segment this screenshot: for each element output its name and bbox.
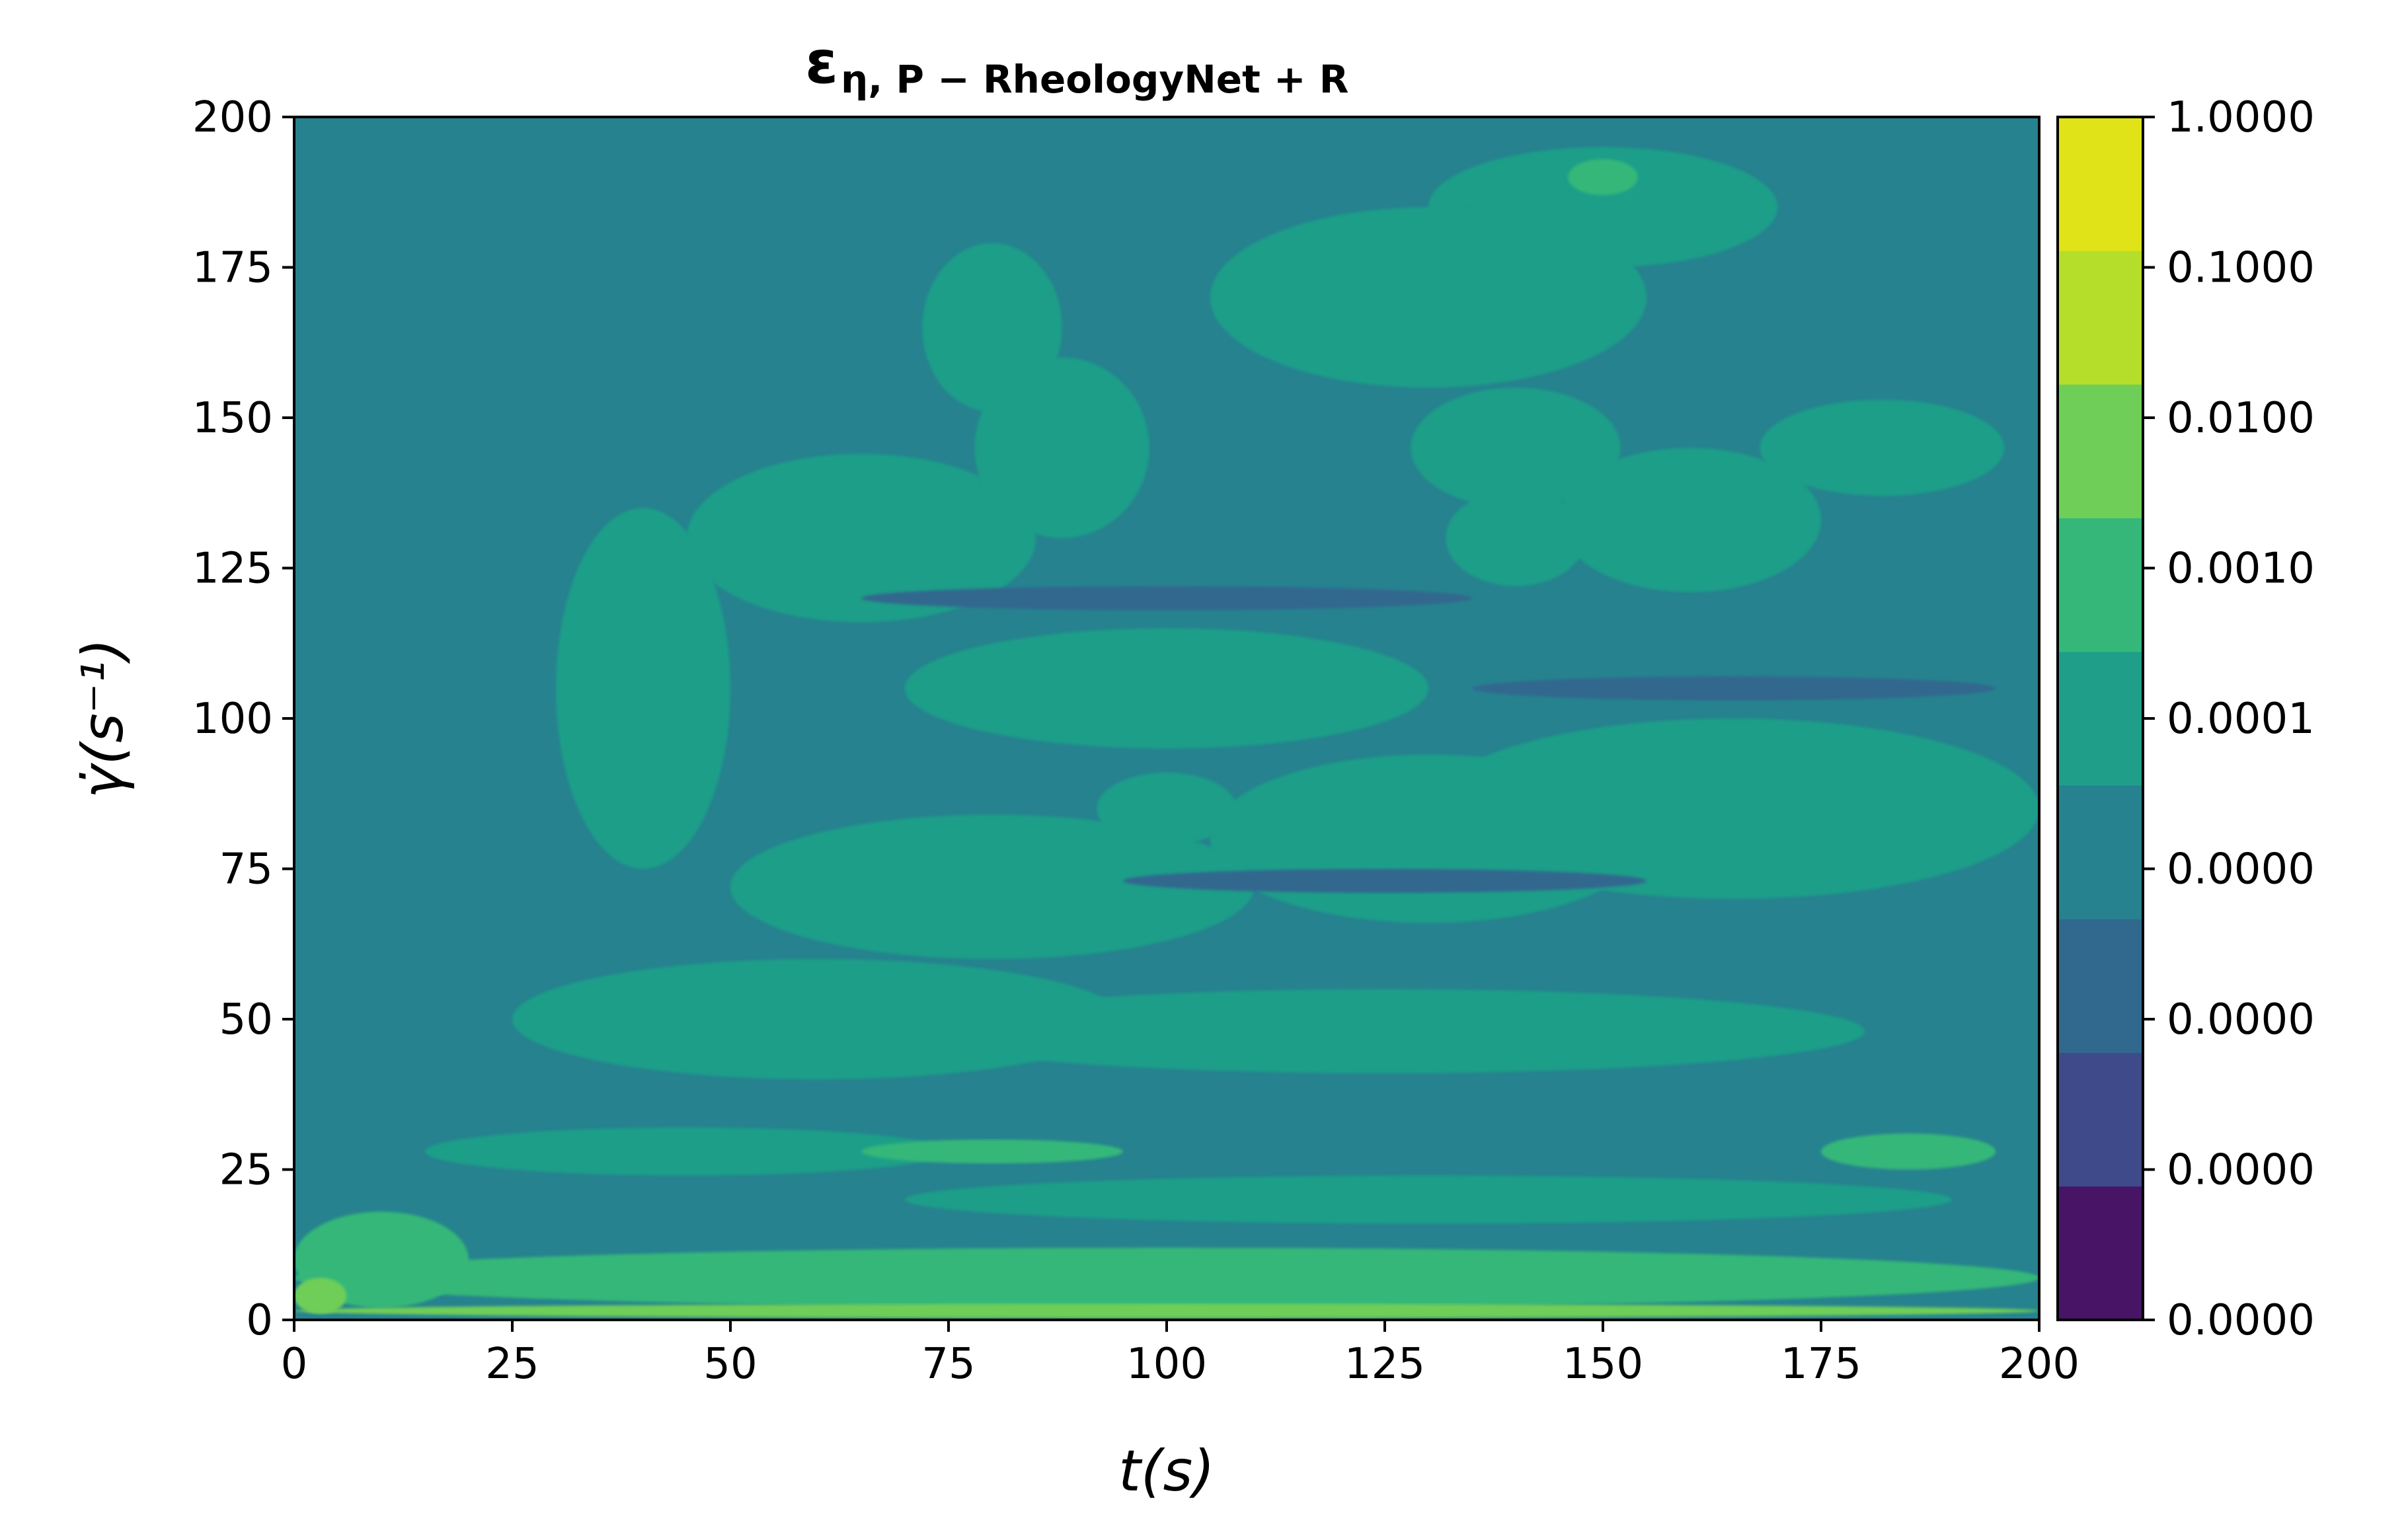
colorbar-segment xyxy=(2058,384,2143,519)
x-axis-label: t(s) xyxy=(1118,1438,1215,1504)
x-tick-label: 150 xyxy=(1563,1340,1643,1389)
contour-region-17 xyxy=(905,1175,1952,1224)
colorbar-segment xyxy=(2058,1052,2143,1187)
plot-area xyxy=(293,116,2040,1321)
contour-region-24 xyxy=(294,1278,347,1314)
x-tick-label: 50 xyxy=(703,1340,757,1389)
colorbar-segment xyxy=(2058,518,2143,652)
colorbar-segment xyxy=(2058,651,2143,786)
colorbar-tick-label: 0.1000 xyxy=(2167,244,2315,293)
y-tick-label: 200 xyxy=(192,93,273,142)
colorbar-segment xyxy=(2058,1186,2143,1321)
y-tick-label: 150 xyxy=(192,394,273,443)
contour-region-26 xyxy=(1123,868,1647,893)
chart-title: ε η, P − RheologyNet + R xyxy=(805,28,1348,102)
colorbar-segment xyxy=(2058,919,2143,1054)
y-tick-label: 175 xyxy=(192,244,273,293)
y-tick-label: 125 xyxy=(192,545,273,594)
colorbar-tick-label: 0.0000 xyxy=(2167,1146,2315,1195)
y-tick-label: 0 xyxy=(246,1296,273,1345)
colorbar-tick-label: 0.0000 xyxy=(2167,1296,2315,1345)
contour-region-8 xyxy=(556,508,730,869)
colorbar-tick-label: 0.0000 xyxy=(2167,995,2315,1044)
colorbar-segment xyxy=(2058,785,2143,919)
colorbar-tick-label: 0.0001 xyxy=(2167,695,2315,744)
y-tick-label: 100 xyxy=(192,695,273,744)
x-axis: 0 25 50 75 100 125 150 175 200 xyxy=(281,1320,2079,1389)
colorbar: 0.0000 0.0000 0.0000 0.0000 0.0001 0.0010 0.01… xyxy=(2056,93,2315,1345)
contour-region-21 xyxy=(294,1247,2039,1308)
chart-title-symbol: ε xyxy=(805,28,838,97)
contour-region-2 xyxy=(1559,447,1821,592)
x-tick-label: 0 xyxy=(281,1340,308,1389)
contour-region-7 xyxy=(687,453,1036,623)
colorbar-tick-label: 0.0100 xyxy=(2167,394,2315,443)
colorbar-tick-label: 1.0000 xyxy=(2167,93,2315,142)
colorbar-tick-label: 0.0010 xyxy=(2167,545,2315,594)
contour-region-12 xyxy=(1210,207,1647,388)
x-tick-label: 100 xyxy=(1126,1340,1207,1389)
contour-region-25 xyxy=(1568,159,1638,196)
contour-region-3 xyxy=(1760,399,2005,496)
contour-region-6 xyxy=(1210,754,1647,923)
x-tick-label: 175 xyxy=(1781,1340,1861,1389)
contour-regions xyxy=(294,147,2039,1319)
contour-region-16 xyxy=(1097,772,1237,845)
contour-region-9 xyxy=(730,814,1254,960)
contour-region-14 xyxy=(974,358,1149,538)
x-tick-label: 75 xyxy=(921,1340,975,1389)
colorbar-segment xyxy=(2058,117,2143,251)
y-axis: 0 25 50 75 100 125 150 175 200 xyxy=(192,93,294,1345)
colorbar-tick-label: 0.0000 xyxy=(2167,845,2315,894)
y-tick-label: 75 xyxy=(219,845,273,894)
contour-region-28 xyxy=(1472,676,1996,701)
contour-region-1 xyxy=(1411,387,1621,508)
x-tick-label: 200 xyxy=(1999,1340,2079,1389)
colorbar-segment xyxy=(2058,250,2143,385)
contour-region-11 xyxy=(905,989,1865,1073)
contour-region-4 xyxy=(905,628,1428,749)
contour-region-15 xyxy=(1446,490,1586,586)
contour-region-18 xyxy=(425,1127,949,1176)
contour-region-19 xyxy=(1821,1133,1996,1170)
x-tick-label: 25 xyxy=(485,1340,539,1389)
contour-region-20 xyxy=(861,1139,1123,1164)
contour-region-27 xyxy=(861,586,1472,611)
contour-region-23 xyxy=(294,1303,2039,1319)
y-axis-label: γ̇(s⁻¹) xyxy=(70,638,136,799)
colorbar-ticks: 0.0000 0.0000 0.0000 0.0000 0.0001 0.0010 0.01… xyxy=(2143,93,2315,1345)
colorbar-segments xyxy=(2058,117,2143,1321)
x-tick-label: 125 xyxy=(1344,1340,1425,1389)
y-tick-label: 50 xyxy=(219,995,273,1044)
y-tick-label: 25 xyxy=(219,1146,273,1195)
chart-title-subscript: η, P − RheologyNet + R xyxy=(841,57,1348,102)
